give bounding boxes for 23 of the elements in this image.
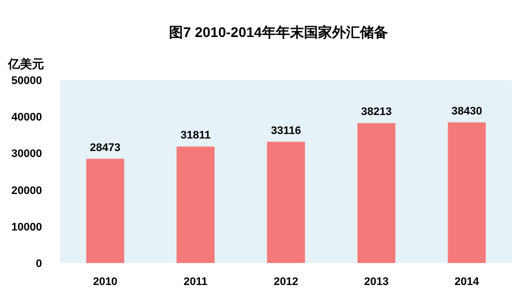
data-label: 31811 (180, 130, 211, 142)
y-tick-label: 10000 (11, 221, 42, 234)
data-label: 33116 (271, 124, 301, 137)
x-tick-label: 2011 (184, 276, 208, 288)
y-axis-title: 亿美元 (7, 57, 44, 71)
y-tick-label: 0 (36, 258, 42, 270)
y-tick-label: 30000 (11, 148, 42, 160)
y-tick-label: 20000 (11, 184, 42, 197)
bar (267, 142, 305, 263)
bar (86, 158, 124, 263)
bar (448, 122, 486, 263)
data-label: 38213 (361, 106, 392, 118)
data-label: 28473 (90, 142, 120, 154)
data-label: 38430 (452, 105, 482, 118)
x-tick-label: 2014 (454, 276, 480, 288)
bar (176, 146, 215, 263)
x-tick-label: 2012 (274, 276, 298, 288)
x-tick-label: 2013 (364, 276, 389, 288)
x-tick-label: 2010 (92, 276, 118, 288)
bar (357, 123, 396, 263)
y-tick-label: 40000 (11, 112, 42, 124)
chart-title: 图7 2010-2014年年末国家外汇储备 (169, 24, 388, 40)
y-tick-label: 50000 (11, 75, 42, 87)
